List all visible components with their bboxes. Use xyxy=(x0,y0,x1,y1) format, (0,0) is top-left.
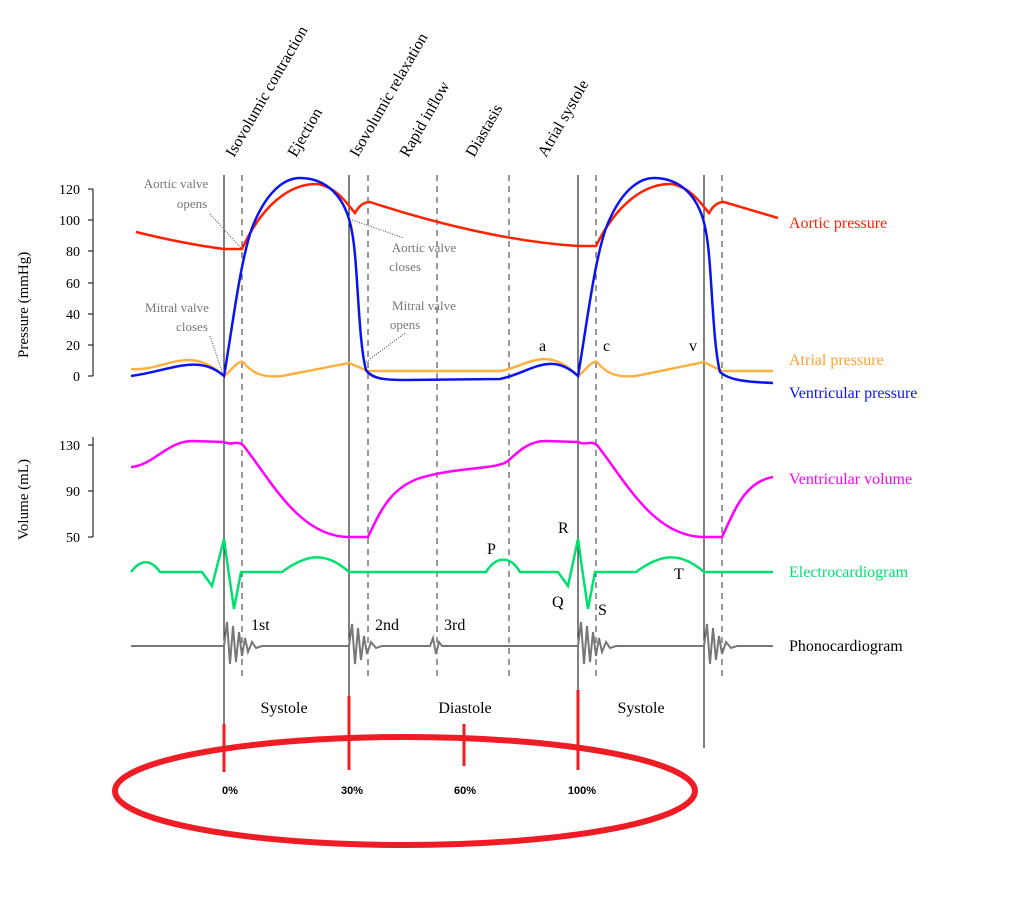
ventricular-volume-curve xyxy=(130,439,774,539)
tick-label: 0 xyxy=(73,370,80,385)
volume-axis-label: Volume (mL) xyxy=(16,459,32,540)
phase-label: Diastasis xyxy=(463,101,507,160)
percent-label: 100% xyxy=(568,785,596,797)
wave-label: a xyxy=(539,338,546,355)
phonocardiogram-curve xyxy=(131,621,773,665)
tick-label: 100 xyxy=(59,214,80,229)
period-label: Systole xyxy=(617,700,664,717)
period-labels: Systole Diastole Systole xyxy=(260,700,664,717)
volume-axis: 50 90 130 Volume (mL) xyxy=(16,437,94,546)
legend-aortic-pressure: Aortic pressure xyxy=(789,215,887,232)
annotation: Aortic valve xyxy=(144,176,209,191)
wave-label: R xyxy=(558,520,569,537)
aortic-pressure-curve xyxy=(135,182,779,251)
wave-label: v xyxy=(689,338,697,355)
tick-label: 130 xyxy=(59,439,80,454)
tick-label: 50 xyxy=(66,531,80,546)
annotation: opens xyxy=(390,317,420,332)
wave-label: c xyxy=(603,338,610,355)
pressure-axis-label: Pressure (mmHg) xyxy=(16,252,32,358)
legend-atrial-pressure: Atrial pressure xyxy=(789,352,884,369)
annotation: Aortic valve xyxy=(392,240,457,255)
legend-ventricular-volume: Ventricular volume xyxy=(789,471,912,488)
legend-phonocardiogram: Phonocardiogram xyxy=(789,638,903,655)
highlight-ellipse xyxy=(112,734,698,848)
period-label: Systole xyxy=(260,700,307,717)
percent-label: 60% xyxy=(454,785,476,797)
tick-label: 90 xyxy=(66,485,80,500)
phase-label: Ejection xyxy=(285,105,326,160)
phase-label: Rapid inflow xyxy=(397,78,454,160)
tick-label: 80 xyxy=(66,245,80,260)
wave-label: T xyxy=(674,566,684,583)
heart-sound-label: 1st xyxy=(251,617,270,634)
legend-ventricular-pressure: Ventricular pressure xyxy=(789,385,917,402)
cycle-percent-highlight xyxy=(112,690,698,848)
wave-label: Q xyxy=(552,594,564,611)
period-label: Diastole xyxy=(438,700,491,717)
ventricular-pressure-curve xyxy=(130,176,774,385)
wave-labels: a c v P R Q S T 1st 2nd 3rd xyxy=(251,338,697,634)
annotation: Mitral valve xyxy=(392,298,456,313)
percent-label: 0% xyxy=(222,785,238,797)
annotation: Mitral valve xyxy=(145,300,209,315)
phase-dividers xyxy=(223,175,723,748)
percent-label: 30% xyxy=(341,785,363,797)
wave-label: S xyxy=(598,602,607,619)
heart-sound-label: 3rd xyxy=(444,617,465,634)
annotation: closes xyxy=(176,319,208,334)
valve-annotations: Aortic valve opens Aortic valve closes M… xyxy=(144,176,457,375)
percent-labels: 0% 30% 60% 100% xyxy=(222,785,596,797)
pressure-axis: 0 20 40 60 80 100 120 Pressure (mmHg) xyxy=(16,183,94,385)
wave-label: P xyxy=(487,541,496,558)
tick-label: 60 xyxy=(66,277,80,292)
phase-label: Atrial systole xyxy=(535,77,593,160)
annotation: opens xyxy=(177,196,207,211)
annotation: closes xyxy=(389,259,421,274)
ecg-curve xyxy=(130,538,773,610)
tick-label: 20 xyxy=(66,339,80,354)
tick-label: 40 xyxy=(66,308,80,323)
legend-electrocardiogram: Electrocardiogram xyxy=(789,564,909,581)
curve-legend: Aortic pressure Atrial pressure Ventricu… xyxy=(789,215,917,655)
tick-label: 120 xyxy=(59,183,80,198)
phase-labels: Isovolumic contraction Ejection Isovolum… xyxy=(223,23,593,160)
heart-sound-label: 2nd xyxy=(375,617,399,634)
